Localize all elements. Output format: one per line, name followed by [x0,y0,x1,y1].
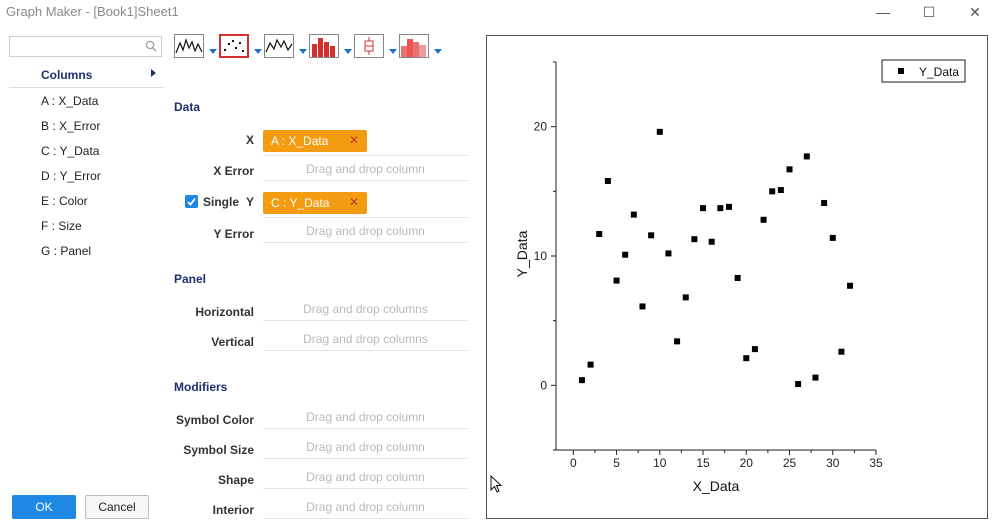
shape-label: Shape [217,473,254,487]
interior-drop-zone[interactable]: Drag and drop column [263,496,468,519]
panel-section-title: Panel [174,272,207,286]
maximize-button[interactable]: ☐ [922,3,936,20]
column-plot-icon [309,34,339,58]
symbol-color-drop-zone[interactable]: Drag and drop column [263,406,468,429]
ok-button[interactable]: OK [12,495,76,519]
remove-x-icon[interactable]: ✕ [348,133,359,147]
symbol-color-label: Symbol Color [175,413,254,427]
column-item-b[interactable]: B : X_Error [41,119,101,133]
column-plot-button[interactable] [309,34,352,60]
column-item-d[interactable]: D : Y_Error [41,169,101,183]
chevron-down-icon[interactable] [299,49,307,54]
column-item-e[interactable]: E : Color [41,194,88,208]
interior-label: Interior [212,503,254,517]
modifiers-section-title: Modifiers [174,380,228,394]
histogram-icon [399,34,429,58]
y-error-label: Y Error [213,227,254,241]
horizontal-label: Horizontal [195,305,254,319]
columns-label: Columns [41,68,93,82]
box-plot-icon [354,34,384,58]
line-symbol-plot-button[interactable] [264,34,307,60]
horizontal-drop-zone[interactable]: Drag and drop columns [263,298,468,321]
cancel-button[interactable]: Cancel [85,495,149,519]
x-field-underline [263,155,468,156]
search-icon [145,40,157,52]
x-error-drop-zone[interactable]: Drag and drop column [263,158,468,181]
data-section-title: Data [174,100,201,114]
columns-header[interactable]: Columns [9,65,164,88]
y-column-chip[interactable]: C : Y_Data ✕ [263,192,367,214]
column-item-f[interactable]: F : Size [41,219,82,233]
single-label: Single [203,195,240,209]
chevron-down-icon[interactable] [209,49,217,54]
line-plot-icon [174,34,204,58]
chevron-down-icon[interactable] [254,49,262,54]
graph-preview-panel[interactable] [486,35,988,519]
remove-y-icon[interactable]: ✕ [348,195,359,209]
y-error-drop-zone[interactable]: Drag and drop column [263,220,468,243]
line-plot-button[interactable] [174,34,217,60]
expand-arrow-icon[interactable] [151,69,156,77]
x-column-chip[interactable]: A : X_Data ✕ [263,130,367,152]
minimize-button[interactable]: — [876,4,890,20]
symbol-size-drop-zone[interactable]: Drag and drop column [263,436,468,459]
x-label: X [245,133,254,147]
column-item-g[interactable]: G : Panel [41,244,92,258]
close-button[interactable]: ✕ [969,3,981,20]
y-column-value: C : Y_Data [271,196,330,210]
window-title: Graph Maker - [Book1]Sheet1 [6,4,179,19]
scatter-plot-icon [219,34,249,58]
chevron-down-icon[interactable] [344,49,352,54]
shape-drop-zone[interactable]: Drag and drop column [263,466,468,489]
vertical-drop-zone[interactable]: Drag and drop columns [263,328,468,351]
y-field-underline [263,217,468,218]
single-checkbox[interactable] [185,195,198,208]
x-error-label: X Error [213,164,254,178]
line-symbol-plot-icon [264,34,294,58]
scatter-plot-button[interactable] [219,34,262,60]
column-item-c[interactable]: C : Y_Data [41,144,100,158]
column-search-input[interactable] [9,36,162,57]
symbol-size-label: Symbol Size [183,443,254,457]
y-label: Y [246,195,255,209]
x-column-value: A : X_Data [271,134,329,148]
vertical-label: Vertical [211,335,254,349]
mouse-cursor-icon [490,475,503,493]
histogram-button[interactable] [399,34,442,60]
chevron-down-icon[interactable] [434,49,442,54]
box-plot-button[interactable] [354,34,397,60]
chevron-down-icon[interactable] [389,49,397,54]
column-item-a[interactable]: A : X_Data [41,94,99,108]
title-bar: Graph Maker - [Book1]Sheet1 — ☐ ✕ [0,0,996,24]
